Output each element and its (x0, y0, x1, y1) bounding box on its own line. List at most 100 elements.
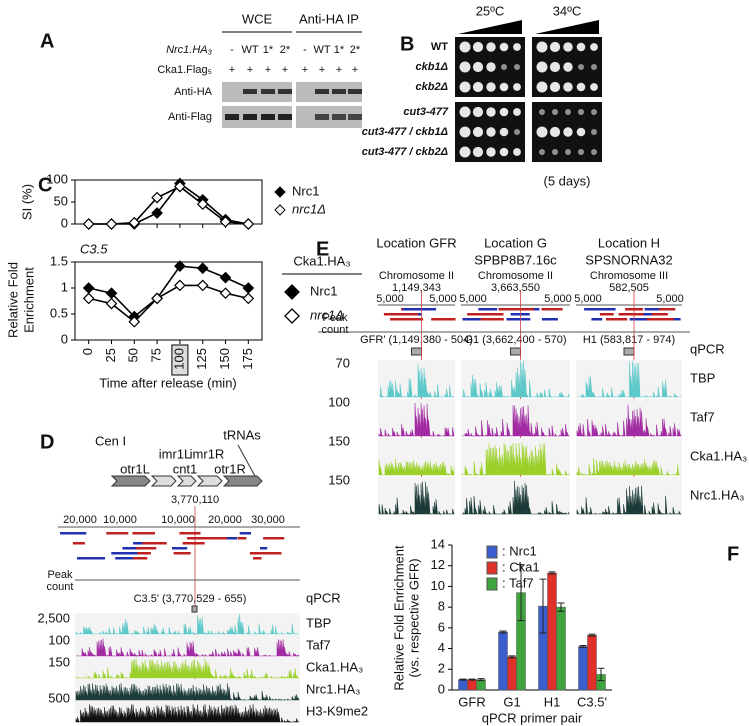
gene-feature (584, 308, 610, 311)
colony-spot (472, 41, 484, 53)
locus-title: Cen I (95, 433, 126, 448)
gene-feature (115, 557, 135, 560)
gene-feature (478, 308, 498, 311)
gene-feature (133, 542, 143, 545)
panel-label: F (727, 543, 739, 565)
gene-feature (399, 318, 424, 321)
track-label: Nrc1.HA₃ (690, 487, 744, 502)
x-tick-label: 50 (126, 348, 141, 362)
primer-label: G1 (3,662,400 - 570) (464, 334, 566, 346)
colony-spot (590, 43, 598, 51)
marker (82, 292, 95, 305)
colony-spot (486, 107, 496, 117)
y-tick-label: 50 (54, 193, 68, 208)
gene-feature (472, 313, 499, 316)
colony-spot (499, 107, 509, 117)
band (278, 89, 292, 94)
legend-marker (284, 284, 300, 300)
gene-feature (489, 318, 504, 321)
error-bar (508, 655, 516, 659)
track-signal (576, 485, 682, 516)
band (261, 114, 275, 120)
track-signal (461, 405, 570, 438)
location-title: Location GFR (376, 235, 456, 250)
band (243, 89, 257, 94)
colony-spot (514, 64, 520, 70)
locus-arrow (176, 475, 197, 487)
y-axis-label: Relative Fold Enrichment (391, 545, 406, 691)
band (348, 114, 362, 120)
track-signal (75, 683, 300, 702)
lane-label: 1* (263, 44, 274, 56)
coordinate: 3,663,550 (491, 282, 540, 294)
track-max: 70 (336, 355, 350, 370)
note: (5 days) (544, 173, 591, 188)
legend-label: : Taf7 (502, 575, 534, 590)
y-tick-label: 10 (431, 578, 445, 593)
track-max: 500 (48, 690, 70, 705)
lane-label: WT (313, 44, 330, 56)
marker (151, 207, 163, 219)
lane-label: + (302, 64, 308, 76)
colony-spot (459, 41, 471, 53)
location-title: Location G (484, 235, 547, 250)
primer-box (623, 347, 635, 356)
marker (196, 262, 209, 275)
band (315, 114, 329, 120)
primer-label: C3.5' (3,770,529 - 655) (134, 593, 247, 605)
error-bar (517, 564, 525, 622)
gene-feature (474, 318, 495, 321)
qpcr-label: qPCR (306, 590, 341, 605)
gene-feature (135, 547, 157, 550)
locus-element: imr1R (190, 446, 225, 461)
band (348, 89, 362, 94)
error-bar (597, 667, 605, 682)
colony-spot (591, 64, 597, 70)
gene-feature (77, 557, 106, 560)
colony-spot (565, 109, 571, 115)
track-bg (75, 613, 300, 634)
y-axis-label: Relative Fold (5, 262, 20, 338)
track-signal (461, 360, 570, 399)
error-bar (588, 633, 596, 637)
chromosome: Chromosome II (379, 270, 454, 282)
colony-spot (549, 61, 561, 73)
plot-frame (74, 179, 263, 225)
y-tick-label: 1.5 (50, 253, 68, 268)
lane-label: + (282, 64, 288, 76)
colony-spot (472, 81, 484, 93)
colony-spot (552, 149, 558, 155)
bar (507, 656, 517, 691)
gene-feature (259, 547, 268, 550)
gene-feature (106, 532, 129, 535)
marker (151, 191, 163, 204)
track-max: 150 (48, 654, 70, 669)
colony-spot (499, 147, 509, 157)
track-label: H3-K9me2 (306, 703, 368, 718)
primer-box (191, 605, 198, 613)
locus-element: tRNAs (223, 427, 261, 442)
legend-label: nrc1Δ (292, 201, 326, 216)
chromosome: Chromosome III (590, 270, 668, 282)
coordinate: 582,505 (609, 282, 649, 294)
y-tick-label: 14 (431, 536, 445, 551)
track-signal (76, 638, 300, 658)
gene-feature (383, 313, 400, 316)
y-tick-label: 0 (61, 215, 68, 230)
gene-feature (237, 537, 247, 540)
gene-feature (392, 313, 419, 316)
scale-label: 10,000 (161, 514, 195, 526)
bar (498, 631, 508, 691)
legend-swatch (486, 545, 498, 559)
gene-feature (210, 537, 227, 540)
error-bar (557, 602, 565, 612)
y-tick-label: 12 (431, 557, 445, 572)
colony-spot (514, 129, 520, 135)
gene-feature (620, 313, 633, 316)
gene-feature (132, 532, 155, 535)
marker (174, 260, 186, 273)
scale-label: 20,000 (208, 514, 242, 526)
panel-label: A (40, 30, 54, 52)
bar (476, 679, 486, 691)
